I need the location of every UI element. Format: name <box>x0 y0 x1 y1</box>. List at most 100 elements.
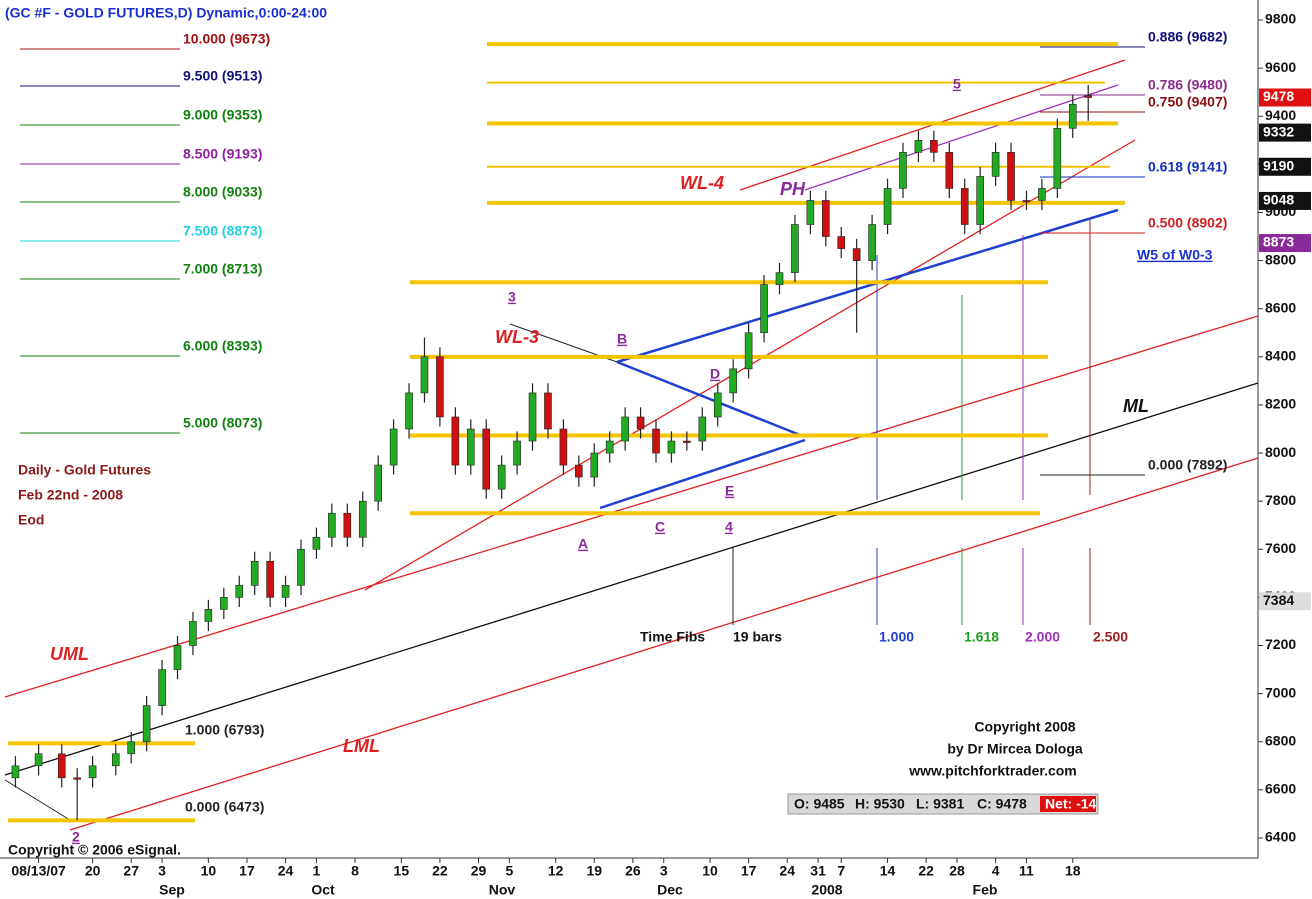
month-label: Feb <box>973 882 998 898</box>
candle-body <box>883 188 892 225</box>
time-fib-label: 2.500 <box>1093 629 1128 645</box>
candle-body <box>405 392 413 430</box>
y-tick-label: 7600 <box>1265 540 1296 556</box>
y-tick-label: 8400 <box>1265 348 1296 364</box>
fib-label: 0.750 (9407) <box>1148 94 1227 110</box>
x-tick-label: 29 <box>471 863 487 879</box>
candle-body <box>34 753 43 767</box>
x-tick-label: 5 <box>505 863 513 879</box>
x-tick-label: 27 <box>123 863 139 879</box>
price-tag-label: 9478 <box>1263 88 1294 104</box>
candle-body <box>852 248 861 261</box>
annotation: Time Fibs <box>640 629 705 645</box>
annotation: UML <box>50 644 89 664</box>
y-tick-label: 6800 <box>1265 732 1296 748</box>
fib-label: 0.500 (8902) <box>1148 215 1227 231</box>
candle-body <box>173 645 182 670</box>
wave-label: 5 <box>953 76 961 92</box>
candle-body <box>899 152 907 189</box>
x-tick-label: 17 <box>239 863 255 879</box>
x-tick-label: 10 <box>702 863 718 879</box>
candle-body <box>220 597 228 610</box>
ph-line <box>804 84 1119 191</box>
candle-body <box>744 332 753 370</box>
layer <box>8 19 1263 863</box>
annotation: W5 of W0-3 <box>1137 247 1213 263</box>
trend-line <box>599 438 806 510</box>
wave-label: A <box>578 536 588 552</box>
y-tick-label: 9400 <box>1265 107 1296 123</box>
ohlc-value: Net: -14 <box>1045 796 1097 812</box>
fib-label: 5.000 (8073) <box>183 415 262 431</box>
ohlc-value: C: 9478 <box>977 796 1027 812</box>
copyright-line: Copyright 2008 <box>974 719 1075 735</box>
info-line: Eod <box>18 512 44 528</box>
fib-label: 6.000 (8393) <box>183 338 262 354</box>
candle-body <box>297 548 305 586</box>
candle-body <box>791 224 799 273</box>
candle-body <box>1007 152 1015 201</box>
candle-body <box>497 464 506 490</box>
candle-body <box>111 753 120 767</box>
chart-title: (GC #F - GOLD FUTURES,D) Dynamic,0:00-24… <box>5 5 327 21</box>
month-label: Oct <box>311 882 335 898</box>
y-tick-label: 7200 <box>1265 636 1296 652</box>
month-label: Dec <box>657 882 683 898</box>
net-box <box>1040 796 1096 812</box>
price-tag-label: 9048 <box>1263 192 1294 208</box>
fib-label: 9.500 (9513) <box>183 68 262 84</box>
candle-body <box>1084 95 1093 98</box>
wave-label: D <box>710 366 720 382</box>
candle-body <box>158 669 166 706</box>
candle-body <box>698 416 707 442</box>
candle-body <box>544 392 552 430</box>
candle-body <box>559 428 568 466</box>
candle-body <box>822 200 830 237</box>
candle-body <box>528 392 537 442</box>
x-tick-label: 28 <box>949 863 965 879</box>
wave-label: B <box>617 331 627 347</box>
candle-body <box>683 440 691 443</box>
fib-label: 7.500 (8873) <box>183 223 262 239</box>
ohlc: O: 9485 H: 9530 L: 9381 C: 9478 Net: -14 <box>794 796 1097 812</box>
candle-body <box>991 152 1000 177</box>
wave-label: 2 <box>72 829 80 845</box>
info-line: Daily - Gold Futures <box>18 462 151 478</box>
ohlc-value: L: 9381 <box>916 796 964 812</box>
fib-label: 10.000 (9673) <box>183 31 270 47</box>
x-tick-label: 08/13/07 <box>11 863 66 879</box>
fib-label: 9.000 (9353) <box>183 107 262 123</box>
candle-body <box>930 140 938 153</box>
fib-label: 0.000 (6473) <box>185 799 264 815</box>
candle-body <box>806 200 815 225</box>
y-tick-label: 7000 <box>1265 684 1296 700</box>
x-tick-label: 20 <box>85 863 101 879</box>
x-tick-label: 10 <box>201 863 217 879</box>
month-label: Sep <box>159 882 185 898</box>
wave-labels: 3 5 2 4 A B C D E <box>72 76 961 845</box>
x-tick-label: 24 <box>278 863 294 879</box>
price-tag <box>1259 157 1311 176</box>
candle-body <box>11 765 20 779</box>
fib-label: 1.000 (6793) <box>185 722 264 738</box>
annotation: PH <box>780 179 806 199</box>
candle-body <box>636 416 645 430</box>
x-tick-label: 1 <box>313 863 321 879</box>
x-tick-label: 4 <box>992 863 1000 879</box>
candle-body <box>328 512 336 538</box>
candle-body <box>775 272 784 285</box>
fib-label: 0.000 (7892) <box>1148 457 1227 473</box>
candle-body <box>312 536 321 550</box>
fib-label: 0.618 (9141) <box>1148 159 1227 175</box>
candle-body <box>266 561 274 598</box>
candle-body <box>868 224 876 261</box>
candle-body <box>837 236 846 249</box>
info-line: Feb 22nd - 2008 <box>18 487 123 503</box>
candle-body <box>1053 127 1062 189</box>
candle-body <box>590 452 599 478</box>
candle-body <box>976 176 984 225</box>
trend-line <box>616 208 1119 364</box>
y-tick-label: 7800 <box>1265 492 1296 508</box>
y-tick-label: 8800 <box>1265 251 1296 267</box>
candle-body <box>667 440 676 454</box>
